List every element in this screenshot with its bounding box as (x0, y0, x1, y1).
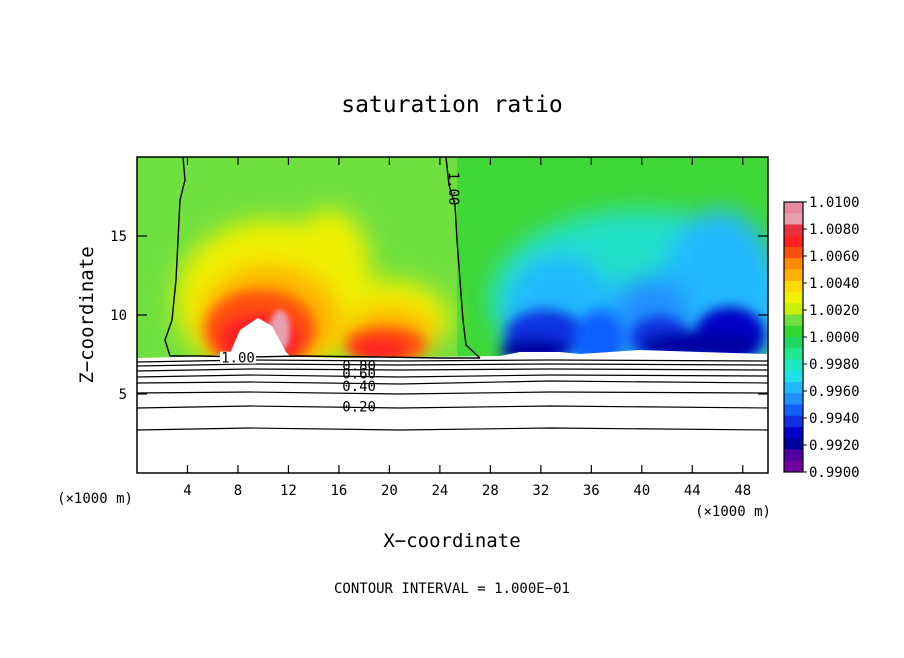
colorbar-swatch (784, 224, 803, 237)
colorbar-swatch (784, 292, 803, 304)
colorbar-swatch (784, 449, 803, 462)
colorbar-swatch (784, 202, 803, 214)
contour-label: 0.40 (342, 379, 376, 395)
x-unit-right: (×1000 m) (695, 504, 771, 520)
colorbar-swatch (784, 280, 803, 293)
colorbar-level-label: 0.9940 (809, 411, 860, 427)
colorbar-level-label: 1.0060 (809, 249, 860, 265)
colorbar-swatch (784, 213, 803, 225)
colorbar-swatch (784, 269, 803, 282)
colorbar-swatch (784, 314, 803, 327)
colorbar-swatch (784, 415, 803, 428)
colorbar-swatch (784, 404, 803, 417)
x-tick-label: 40 (633, 483, 650, 499)
colorbar-swatch (784, 393, 803, 405)
x-tick-label: 20 (381, 483, 398, 499)
contour-label: 1.00 (221, 351, 255, 367)
colorbar-level-label: 0.9900 (809, 465, 860, 481)
x-tick-label: 32 (532, 483, 549, 499)
contour-label-bg (219, 351, 256, 364)
contour-label: 0.60 (342, 366, 376, 382)
x-tick-label: 16 (330, 483, 347, 499)
x-tick-label: 8 (234, 483, 242, 499)
colorbar-swatch (784, 460, 803, 473)
colorbar-swatch (784, 258, 803, 270)
x-tick-label: 4 (183, 483, 191, 499)
contour-interval-note: CONTOUR INTERVAL = 1.000E−01 (334, 581, 570, 597)
colorbar-swatch (784, 235, 803, 248)
colorbar-level-label: 1.0080 (809, 222, 860, 238)
colorbar-swatch (784, 427, 803, 439)
colorbar-level-label: 1.0100 (809, 195, 860, 211)
colorbar-level-label: 1.0000 (809, 330, 860, 346)
colorbar-level-label: 0.9920 (809, 438, 860, 454)
colorbar-swatch (784, 325, 803, 338)
colorbar-swatch (784, 370, 803, 383)
y-axis: 5 10 15 (110, 229, 768, 403)
colorbar-labels: 1.0100 1.0080 1.0060 1.0040 1.0020 1.0000 0.99… (803, 195, 860, 481)
x-tick-label: 28 (482, 483, 499, 499)
x-tick-label: 36 (583, 483, 600, 499)
colorbar-swatch (784, 337, 803, 349)
colorbar-level-label: 1.0040 (809, 276, 860, 292)
x-tick-label: 24 (431, 483, 448, 499)
saturation-field (137, 157, 768, 473)
x-unit-left: (×1000 m) (57, 491, 133, 507)
x-tick-label: 48 (734, 483, 751, 499)
y-tick-label: 5 (119, 387, 127, 403)
x-axis: 4 8 12 16 20 24 28 32 36 40 44 48 (183, 157, 751, 499)
y-tick-label: 10 (110, 308, 127, 324)
colorbar-level-label: 0.9980 (809, 357, 860, 373)
contour-label: 0.80 (342, 359, 376, 375)
colorbar (783, 201, 804, 473)
colorbar-swatch (784, 359, 803, 372)
x-axis-title: X−coordinate (383, 530, 520, 552)
y-axis-title: Z−coordinate (76, 246, 98, 383)
colorbar-swatch (784, 303, 803, 315)
colorbar-swatch (784, 247, 803, 259)
colorbar-level-label: 0.9960 (809, 384, 860, 400)
colorbar-level-label: 1.0020 (809, 303, 860, 319)
x-tick-label: 44 (684, 483, 701, 499)
contour-labels: 1.00 1.00 0.800.600.40 0.20 (219, 172, 461, 416)
y-tick-label: 15 (110, 229, 127, 245)
colorbar-swatch (784, 382, 803, 394)
contour-label: 1.00 (445, 172, 461, 206)
chart-title: saturation ratio (341, 92, 563, 118)
colorbar-swatch (784, 438, 803, 450)
x-tick-label: 12 (280, 483, 297, 499)
contour-label: 0.20 (342, 400, 376, 416)
colorbar-swatch (784, 348, 803, 360)
